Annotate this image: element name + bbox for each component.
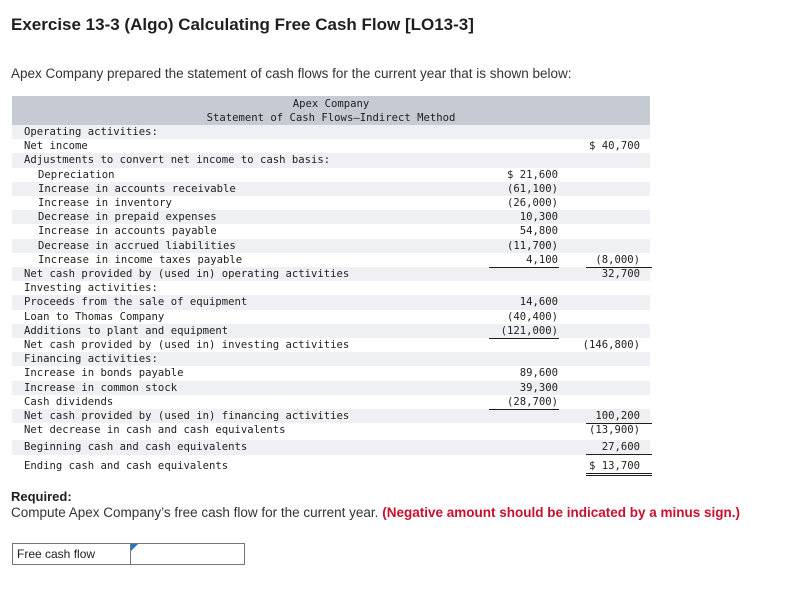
row-label: Proceeds from the sale of equipment	[24, 296, 248, 309]
statement-row: Ending cash and cash equivalents $ 13,700	[12, 459, 650, 473]
row-detail-amount: 54,800	[519, 225, 558, 238]
statement-name: Statement of Cash Flows—Indirect Method	[206, 112, 456, 124]
row-total-amount: (146,800)	[582, 339, 640, 351]
row-total-amount: (13,900)	[588, 424, 640, 437]
underline-rule	[489, 408, 559, 410]
statement-row: Operating activities:	[12, 125, 650, 140]
row-total-amount: $ 40,700	[588, 140, 640, 153]
statement-row: Increase in accounts payable 54,800	[12, 224, 650, 238]
row-total-amount: $ 13,700	[588, 459, 640, 472]
row-detail-amount: (61,100)	[506, 182, 558, 195]
row-label: Loan to Thomas Company	[24, 310, 165, 323]
row-label: Increase in income taxes payable	[38, 253, 243, 266]
underline-rule	[586, 472, 652, 474]
row-label: Increase in accounts payable	[38, 225, 217, 238]
company-name: Apex Company	[292, 98, 370, 110]
row-label: Investing activities:	[24, 282, 158, 295]
statement-row: Increase in bonds payable 89,600	[12, 366, 650, 380]
input-corner-flag-icon	[131, 544, 138, 551]
row-total-amount: (8,000)	[595, 253, 640, 266]
statement-row: Increase in inventory (26,000)	[12, 196, 650, 210]
row-total-amount: 27,600	[601, 441, 640, 454]
statement-row: Financing activities:	[12, 352, 650, 367]
row-label: Decrease in prepaid expenses	[38, 211, 217, 224]
row-label: Adjustments to convert net income to cas…	[24, 154, 331, 167]
row-label: Depreciation	[38, 168, 115, 181]
free-cash-flow-input[interactable]	[130, 543, 245, 565]
statement-row: Increase in income taxes payable 4,100 (8,…	[12, 253, 650, 267]
row-detail-amount: 4,100	[526, 253, 558, 266]
statement-row: Net decrease in cash and cash equivalent…	[12, 423, 650, 437]
statement-row: Net cash provided by (used in) investing…	[12, 338, 650, 352]
statement-row: Loan to Thomas Company (40,400)	[12, 310, 650, 324]
row-detail-amount: $ 21,600	[506, 168, 558, 181]
statement-row: Decrease in accrued liabilities (11,700)	[12, 238, 650, 253]
row-label: Net decrease in cash and cash equivalent…	[24, 424, 286, 437]
required-note: (Negative amount should be indicated by …	[382, 505, 740, 520]
statement-header: Apex Company Statement of Cash Flows—Ind…	[12, 96, 650, 126]
underline-rule	[586, 474, 652, 476]
row-label: Beginning cash and cash equivalents	[24, 441, 248, 454]
required-text: Compute Apex Company’s free cash flow fo…	[11, 505, 740, 520]
underline-rule	[489, 266, 559, 268]
statement-row: Net cash provided by (used in) operating…	[12, 267, 650, 282]
page-title: Exercise 13-3 (Algo) Calculating Free Ca…	[11, 15, 474, 34]
statement-row: Proceeds from the sale of equipment 14,60…	[12, 295, 650, 310]
row-detail-amount: (40,400)	[506, 310, 558, 323]
statement-row: Net cash provided by (used in) financing…	[12, 409, 650, 424]
required-heading: Required:	[11, 489, 72, 504]
intro-text: Apex Company prepared the statement of c…	[11, 66, 572, 81]
statement-row: Cash dividends (28,700)	[12, 395, 650, 409]
underline-rule	[586, 423, 652, 424]
row-label: Ending cash and cash equivalents	[24, 459, 229, 472]
row-label: Increase in common stock	[24, 381, 178, 394]
row-label: Increase in accounts receivable	[38, 182, 236, 195]
row-label: Net cash provided by (used in) operating…	[24, 268, 350, 280]
row-detail-amount: 14,600	[519, 296, 558, 309]
statement-row: Increase in accounts receivable (61,100)	[12, 181, 650, 196]
statement-row: Beginning cash and cash equivalents 27,60…	[12, 440, 650, 455]
row-label: Net income	[24, 140, 88, 153]
row-detail-amount: (28,700)	[506, 395, 558, 408]
row-total-amount: 32,700	[601, 268, 640, 280]
underline-rule	[586, 266, 652, 268]
row-total-amount: 100,200	[595, 410, 640, 422]
cash-flow-statement: Apex Company Statement of Cash Flows—Ind…	[12, 96, 652, 476]
row-label: Cash dividends	[24, 395, 114, 408]
row-detail-amount: (26,000)	[506, 197, 558, 209]
statement-row: Depreciation $ 21,600	[12, 168, 650, 182]
row-label: Net cash provided by (used in) investing…	[24, 339, 350, 351]
statement-row: Additions to plant and equipment (121,000…	[12, 323, 650, 338]
row-label: Net cash provided by (used in) financing…	[24, 410, 350, 422]
row-detail-amount: 39,300	[519, 381, 558, 394]
statement-row: Net income $ 40,700	[12, 139, 650, 153]
row-label: Operating activities:	[24, 126, 158, 138]
row-label: Decrease in accrued liabilities	[38, 239, 236, 252]
row-label: Increase in inventory	[38, 197, 172, 209]
row-detail-amount: (11,700)	[506, 239, 558, 252]
statement-row: Decrease in prepaid expenses 10,300	[12, 210, 650, 225]
row-label: Additions to plant and equipment	[24, 324, 229, 337]
underline-rule	[489, 337, 559, 339]
statement-row: Investing activities:	[12, 281, 650, 295]
row-detail-amount: 89,600	[519, 367, 558, 380]
row-detail-amount: (121,000)	[500, 324, 558, 337]
statement-row: Adjustments to convert net income to cas…	[12, 153, 650, 168]
answer-row: Free cash flow	[12, 543, 245, 565]
row-label: Financing activities:	[24, 353, 158, 366]
underline-rule	[586, 454, 652, 456]
row-label: Increase in bonds payable	[24, 367, 184, 380]
statement-row: Increase in common stock 39,300	[12, 380, 650, 395]
free-cash-flow-label: Free cash flow	[12, 543, 133, 565]
required-question: Compute Apex Company’s free cash flow fo…	[11, 505, 379, 520]
row-detail-amount: 10,300	[519, 211, 558, 224]
